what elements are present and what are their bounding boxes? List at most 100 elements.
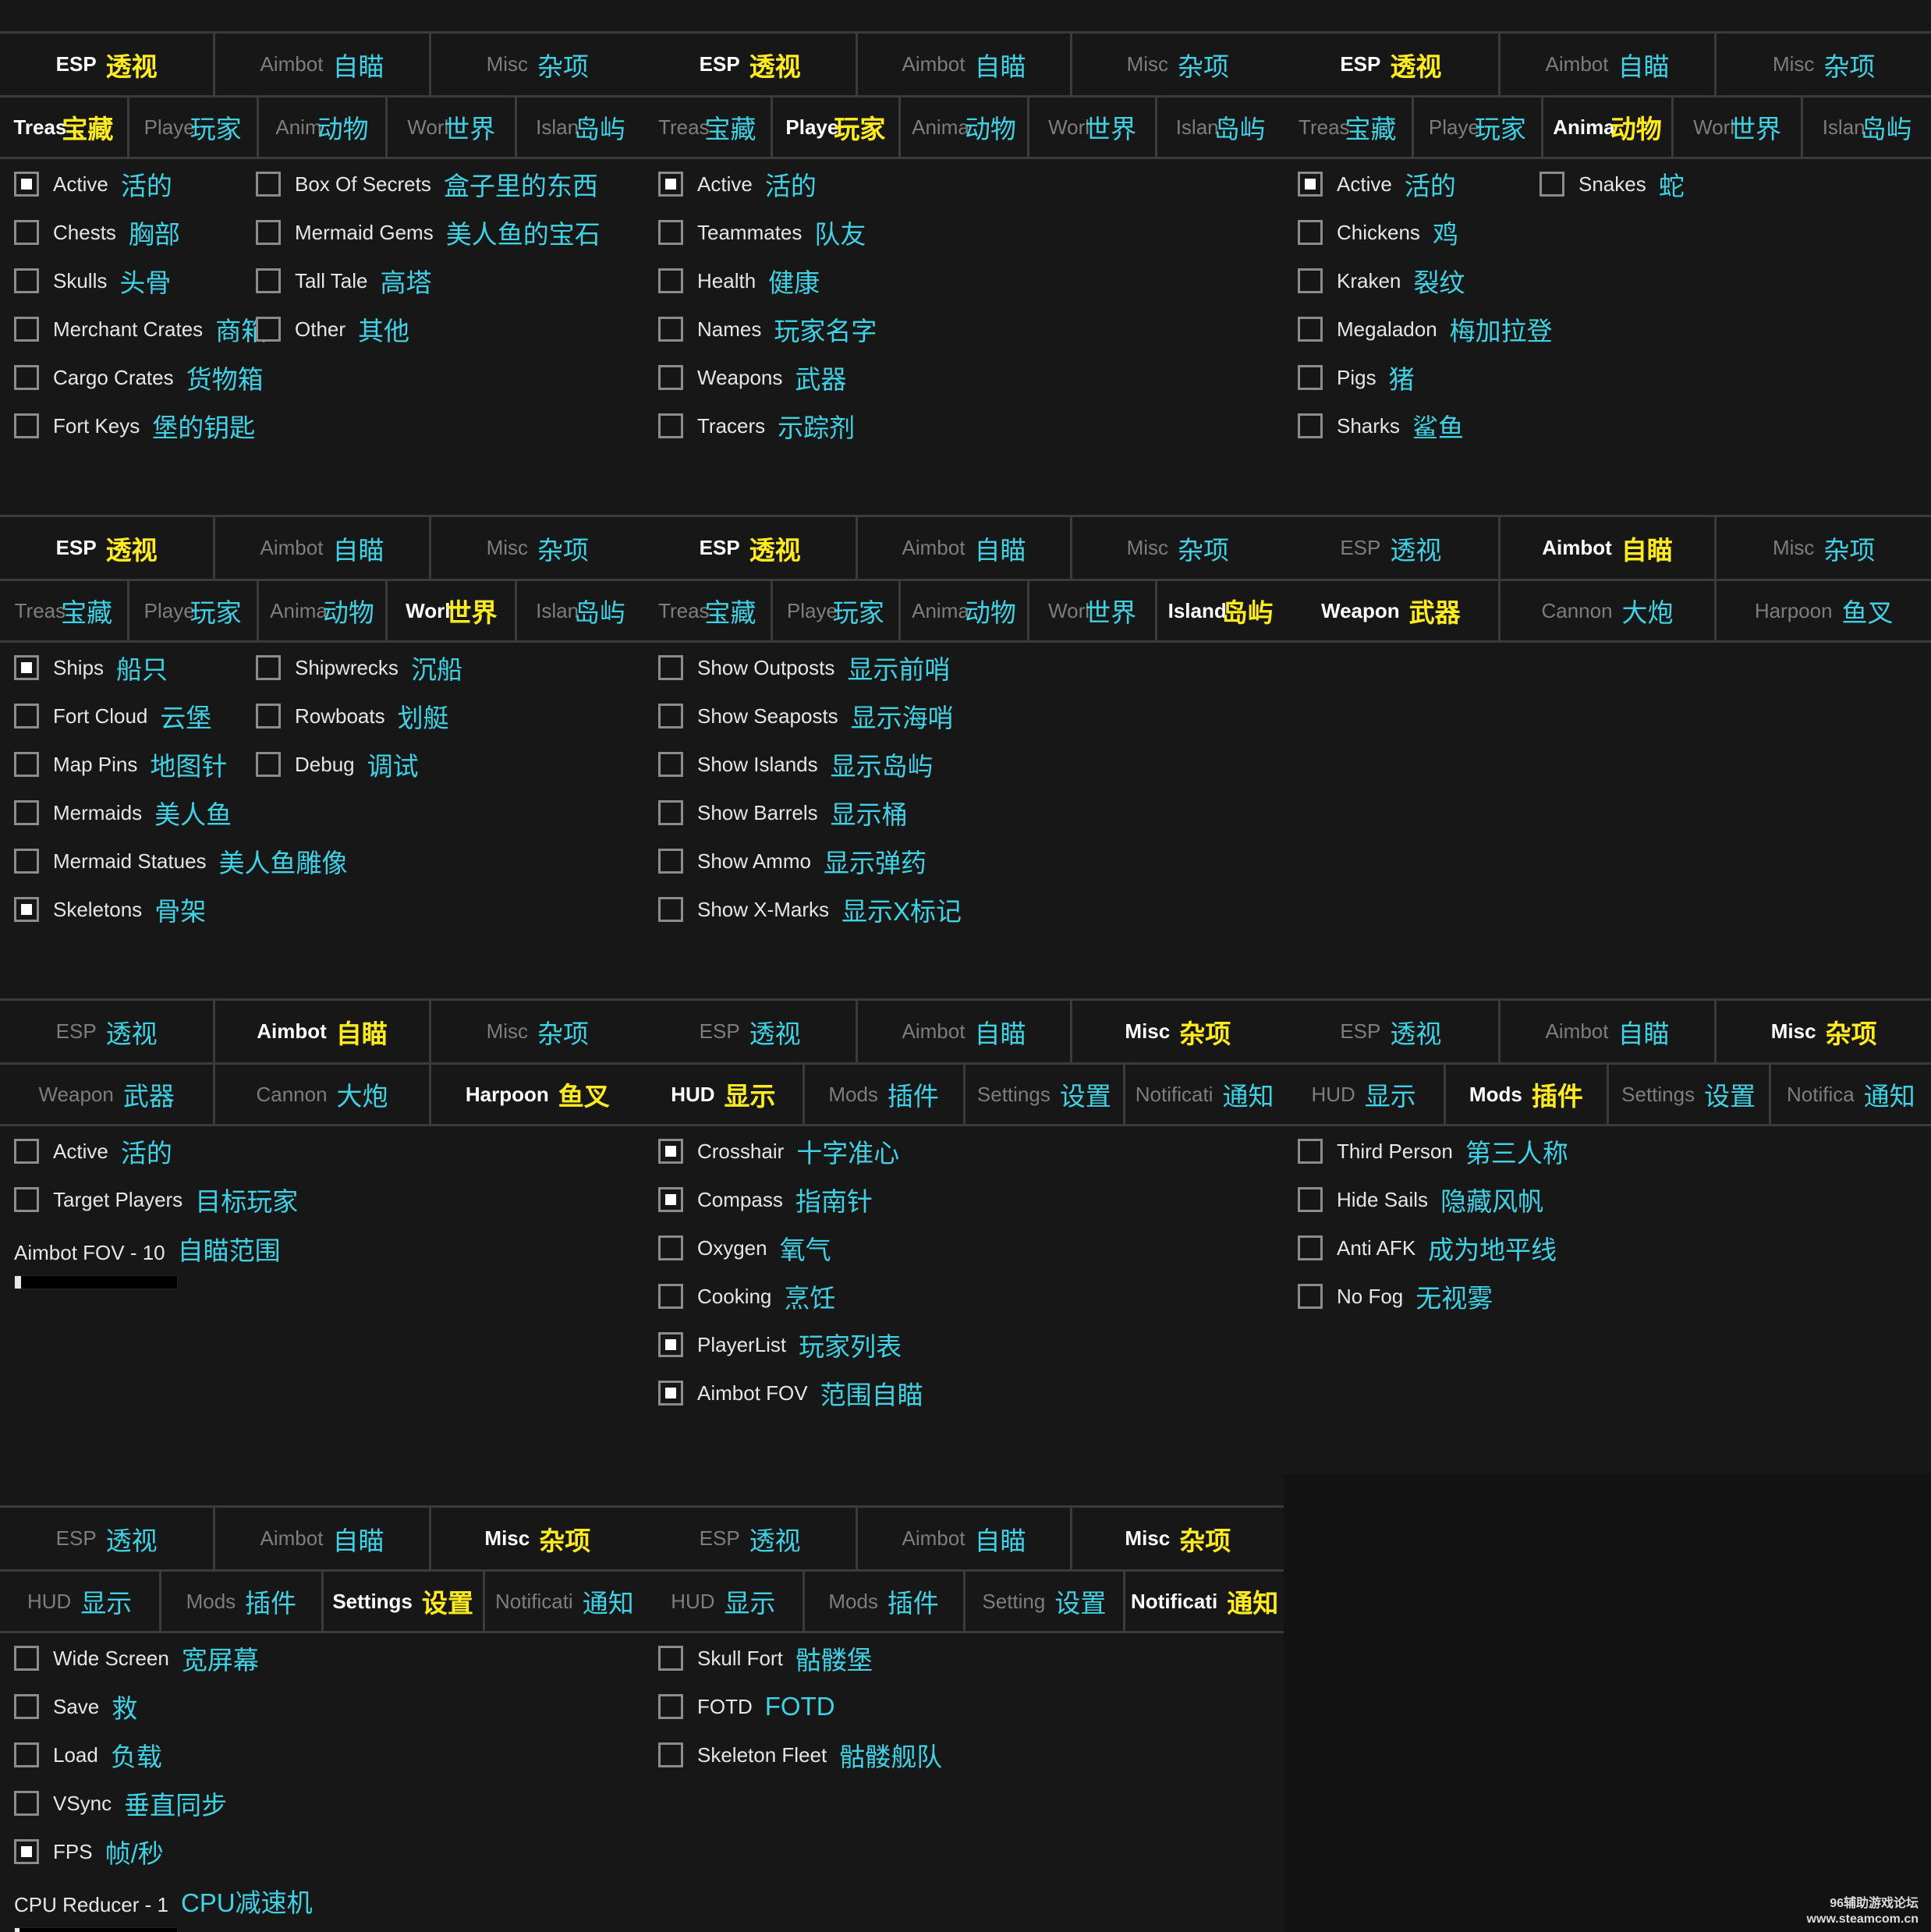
checkbox[interactable] bbox=[658, 413, 683, 438]
option-shipwrecks[interactable]: Shipwrecks 沉船 bbox=[256, 643, 462, 692]
checkbox[interactable] bbox=[1298, 1235, 1323, 1260]
checkbox[interactable] bbox=[14, 268, 39, 293]
slider-track[interactable] bbox=[14, 1275, 178, 1289]
tab-anima[interactable]: Anima 动物 bbox=[1543, 97, 1674, 157]
option-active[interactable]: Active 活的 bbox=[658, 160, 877, 208]
tab-notificati[interactable]: Notificati 通知 bbox=[485, 1572, 644, 1631]
checkbox[interactable] bbox=[658, 1187, 683, 1212]
tab-misc[interactable]: Misc 杂项 bbox=[431, 517, 644, 579]
checkbox[interactable] bbox=[1298, 1139, 1323, 1164]
tab-aimbot[interactable]: Aimbot 自瞄 bbox=[858, 1508, 1072, 1569]
checkbox[interactable] bbox=[1298, 172, 1323, 197]
option-wide-screen[interactable]: Wide Screen 宽屏幕 bbox=[14, 1634, 313, 1682]
tab-worl[interactable]: Worl 世界 bbox=[388, 97, 518, 157]
checkbox[interactable] bbox=[658, 1381, 683, 1406]
option-fps[interactable]: FPS 帧/秒 bbox=[14, 1827, 313, 1876]
checkbox[interactable] bbox=[256, 317, 281, 342]
tab-aimbot[interactable]: Aimbot 自瞄 bbox=[1501, 1001, 1717, 1062]
checkbox[interactable] bbox=[14, 655, 39, 680]
tab-esp[interactable]: ESP 透视 bbox=[0, 34, 216, 95]
tab-mods[interactable]: Mods 插件 bbox=[805, 1065, 966, 1124]
tab-aimbot[interactable]: Aimbot 自瞄 bbox=[858, 517, 1072, 579]
option-box-of-secrets[interactable]: Box Of Secrets 盒子里的东西 bbox=[256, 160, 601, 208]
tab-mods[interactable]: Mods 插件 bbox=[805, 1572, 966, 1631]
checkbox[interactable] bbox=[658, 1694, 683, 1719]
tab-misc[interactable]: Misc 杂项 bbox=[1717, 517, 1931, 579]
tab-worl[interactable]: Worl 世界 bbox=[388, 581, 518, 640]
tab-misc[interactable]: Misc 杂项 bbox=[1072, 1508, 1284, 1569]
checkbox[interactable] bbox=[14, 1742, 39, 1767]
option-cooking[interactable]: Cooking 烹饪 bbox=[658, 1272, 923, 1320]
option-mermaid-statues[interactable]: Mermaid Statues 美人鱼雕像 bbox=[14, 837, 348, 885]
option-kraken[interactable]: Kraken 裂纹 bbox=[1298, 257, 1553, 305]
tab-notifica[interactable]: Notifica 通知 bbox=[1771, 1065, 1931, 1124]
tab-islan[interactable]: Islan 岛屿 bbox=[517, 97, 644, 157]
checkbox[interactable] bbox=[1298, 1284, 1323, 1309]
tab-misc[interactable]: Misc 杂项 bbox=[431, 1001, 644, 1062]
tab-playe[interactable]: Playe 玩家 bbox=[129, 97, 259, 157]
tab-aimbot[interactable]: Aimbot 自瞄 bbox=[215, 34, 431, 95]
checkbox[interactable] bbox=[658, 800, 683, 825]
tab-worl[interactable]: Worl 世界 bbox=[1029, 581, 1158, 640]
checkbox[interactable] bbox=[658, 1742, 683, 1767]
checkbox[interactable] bbox=[14, 220, 39, 245]
checkbox[interactable] bbox=[658, 1284, 683, 1309]
checkbox[interactable] bbox=[1298, 1187, 1323, 1212]
tab-mods[interactable]: Mods 插件 bbox=[161, 1572, 324, 1631]
checkbox[interactable] bbox=[256, 220, 281, 245]
option-names[interactable]: Names 玩家名字 bbox=[658, 305, 877, 353]
checkbox[interactable] bbox=[1298, 317, 1323, 342]
option-show-outposts[interactable]: Show Outposts 显示前哨 bbox=[658, 643, 962, 692]
tab-esp[interactable]: ESP 透视 bbox=[1284, 34, 1501, 95]
option-debug[interactable]: Debug 调试 bbox=[256, 740, 462, 789]
option-hide-sails[interactable]: Hide Sails 隐藏风帆 bbox=[1298, 1175, 1568, 1224]
option-chests[interactable]: Chests 胸部 bbox=[14, 208, 267, 257]
tab-treas[interactable]: Treas 宝藏 bbox=[644, 581, 773, 640]
checkbox[interactable] bbox=[1298, 268, 1323, 293]
tab-aimbot[interactable]: Aimbot 自瞄 bbox=[1501, 517, 1717, 579]
tab-anim[interactable]: Anim 动物 bbox=[259, 97, 388, 157]
option-no-fog[interactable]: No Fog 无视雾 bbox=[1298, 1272, 1568, 1320]
checkbox[interactable] bbox=[14, 1839, 39, 1864]
checkbox[interactable] bbox=[1298, 365, 1323, 390]
tab-aimbot[interactable]: Aimbot 自瞄 bbox=[858, 1001, 1072, 1062]
option-save[interactable]: Save 救 bbox=[14, 1682, 313, 1731]
slider-track[interactable] bbox=[14, 1927, 178, 1932]
tab-islan[interactable]: Islan 岛屿 bbox=[1803, 97, 1931, 157]
tab-playe[interactable]: Playe 玩家 bbox=[129, 581, 259, 640]
tab-anima[interactable]: Anima 动物 bbox=[901, 581, 1029, 640]
tab-esp[interactable]: ESP 透视 bbox=[644, 1508, 859, 1569]
tab-hud[interactable]: HUD 显示 bbox=[644, 1065, 805, 1124]
tab-misc[interactable]: Misc 杂项 bbox=[1717, 1001, 1931, 1062]
tab-settings[interactable]: Settings 设置 bbox=[324, 1572, 485, 1631]
checkbox[interactable] bbox=[14, 365, 39, 390]
option-oxygen[interactable]: Oxygen 氧气 bbox=[658, 1224, 923, 1272]
option-vsync[interactable]: VSync 垂直同步 bbox=[14, 1779, 313, 1827]
option-weapons[interactable]: Weapons 武器 bbox=[658, 353, 877, 402]
checkbox[interactable] bbox=[1298, 413, 1323, 438]
checkbox[interactable] bbox=[14, 752, 39, 777]
tab-esp[interactable]: ESP 透视 bbox=[0, 1001, 216, 1062]
option-mermaid-gems[interactable]: Mermaid Gems 美人鱼的宝石 bbox=[256, 208, 601, 257]
tab-aimbot[interactable]: Aimbot 自瞄 bbox=[215, 517, 431, 579]
option-rowboats[interactable]: Rowboats 划艇 bbox=[256, 692, 462, 740]
option-megaladon[interactable]: Megaladon 梅加拉登 bbox=[1298, 305, 1553, 353]
option-sharks[interactable]: Sharks 鲨鱼 bbox=[1298, 402, 1553, 450]
checkbox[interactable] bbox=[14, 1139, 39, 1164]
tab-cannon[interactable]: Cannon 大炮 bbox=[215, 1065, 431, 1124]
option-teammates[interactable]: Teammates 队友 bbox=[658, 208, 877, 257]
checkbox[interactable] bbox=[1298, 220, 1323, 245]
option-show-x-marks[interactable]: Show X-Marks 显示X标记 bbox=[658, 885, 962, 934]
tab-weapon[interactable]: Weapon 武器 bbox=[0, 1065, 216, 1124]
checkbox[interactable] bbox=[14, 317, 39, 342]
tab-islan[interactable]: Islan 岛屿 bbox=[517, 581, 644, 640]
option-active[interactable]: Active 活的 bbox=[1298, 160, 1553, 208]
option-tracers[interactable]: Tracers 示踪剂 bbox=[658, 402, 877, 450]
tab-treas[interactable]: Treas 宝藏 bbox=[644, 97, 773, 157]
option-show-seaposts[interactable]: Show Seaposts 显示海哨 bbox=[658, 692, 962, 740]
checkbox[interactable] bbox=[658, 268, 683, 293]
checkbox[interactable] bbox=[658, 317, 683, 342]
tab-anima[interactable]: Anima 动物 bbox=[259, 581, 388, 640]
checkbox[interactable] bbox=[658, 655, 683, 680]
tab-anima[interactable]: Anima 动物 bbox=[901, 97, 1029, 157]
